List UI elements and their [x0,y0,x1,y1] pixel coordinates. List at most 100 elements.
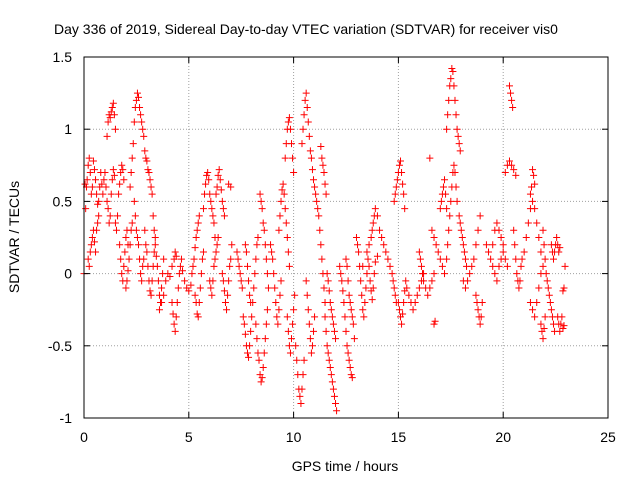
data-point [321,180,329,188]
data-point [260,349,268,357]
data-point [325,287,333,295]
data-point [137,111,145,119]
x-tick-label: 5 [185,429,193,445]
data-point [98,180,106,188]
data-point [325,356,333,364]
data-point [218,270,226,278]
data-point [226,262,234,270]
data-point [527,183,535,191]
data-point [444,241,452,249]
data-point [455,140,463,148]
data-point [258,205,266,213]
data-point [459,241,467,249]
data-point [300,111,308,119]
data-point [93,190,101,198]
data-point [122,234,130,241]
data-point [288,335,296,343]
data-point [347,371,355,379]
data-point [322,327,330,335]
data-point [246,291,254,299]
data-point [326,363,334,371]
data-point [174,284,182,292]
data-point [509,104,517,112]
data-point [242,248,250,256]
data-point [111,125,119,133]
data-point [233,248,241,256]
data-point [396,157,404,165]
data-point [482,241,490,249]
data-point [89,157,97,165]
data-point [138,277,146,285]
data-point [176,262,184,270]
data-point [143,157,151,165]
data-point [510,166,518,174]
data-point [366,277,374,285]
data-point [196,284,204,292]
data-point [220,212,228,220]
data-point [332,335,340,343]
data-point [472,241,480,249]
data-point [138,118,146,126]
data-point [304,118,312,126]
data-point [371,205,379,213]
data-point [543,277,551,285]
data-point [241,241,249,249]
data-point [300,356,308,364]
data-point [306,147,314,155]
data-point [317,143,325,151]
data-point [364,255,372,263]
data-point [386,262,394,270]
data-point [438,262,446,270]
data-point [173,298,181,306]
data-point [299,125,307,133]
data-point [560,322,568,330]
data-point [432,241,440,249]
data-point [243,349,251,357]
data-point [139,125,147,133]
data-point [474,306,482,314]
data-point [303,104,311,112]
data-point [365,241,373,249]
data-point [355,248,363,256]
data-point [264,284,272,292]
data-point [217,186,225,194]
data-point [415,284,423,292]
data-point [205,176,213,184]
data-point [499,241,507,249]
data-point [458,234,466,241]
data-point [236,270,244,278]
data-point [411,298,419,306]
data-point [348,313,356,321]
data-point [192,234,200,241]
data-point [476,320,484,328]
data-point [445,96,453,104]
data-point [260,226,268,234]
y-tick-label: 1 [64,121,72,137]
y-axis: -1 -0.5 0 0.5 1 1.5 [48,49,608,426]
data-point [259,219,267,227]
data-point [160,255,168,263]
data-point [259,363,267,371]
data-point [341,313,349,321]
data-point [401,205,409,213]
data-point [188,270,196,278]
data-point [537,320,545,328]
data-point [444,111,452,119]
data-point [380,241,388,249]
data-point [103,132,111,140]
data-point [247,298,255,306]
data-point [112,226,120,234]
data-point [370,270,378,278]
y-axis-label: SDTVAR / TECUs [6,181,22,293]
data-point [253,241,261,249]
data-point [346,363,354,371]
data-point [415,248,423,256]
data-point [470,255,478,263]
data-point [126,241,134,249]
data-point [344,349,352,357]
data-point [289,154,297,162]
data-point [104,205,112,213]
data-point [268,248,276,256]
data-point [258,374,266,382]
